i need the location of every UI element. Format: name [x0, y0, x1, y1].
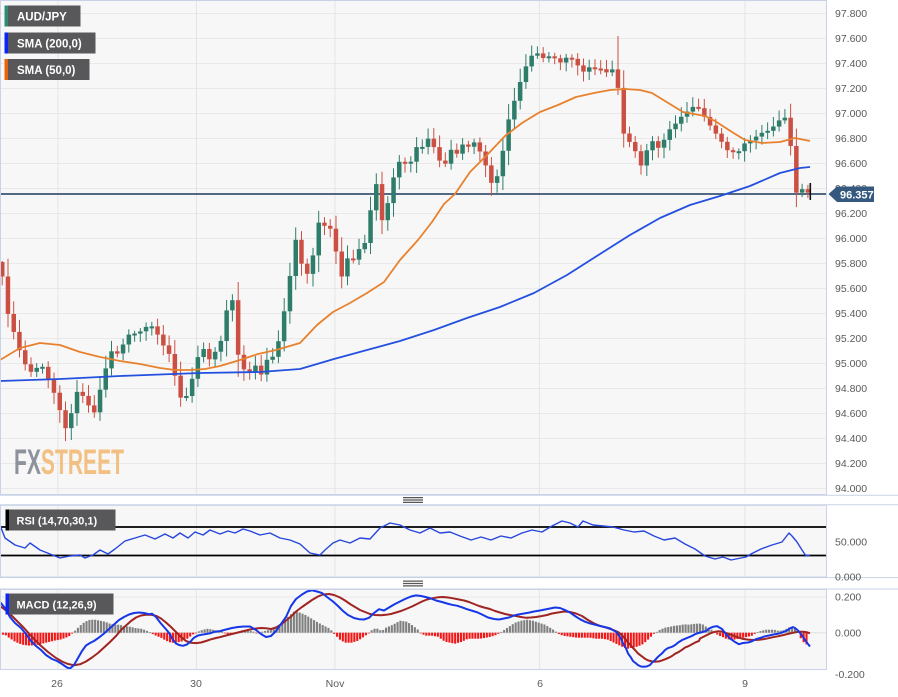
svg-text:0.000: 0.000	[835, 628, 861, 640]
svg-text:RSI (14,70,30,1): RSI (14,70,30,1)	[17, 516, 98, 528]
svg-text:Nov: Nov	[326, 678, 345, 690]
svg-text:0.200: 0.200	[835, 592, 861, 604]
svg-text:97.800: 97.800	[835, 8, 867, 20]
svg-text:96.600: 96.600	[835, 158, 867, 170]
svg-text:94.400: 94.400	[835, 433, 867, 445]
svg-text:FXSTREET: FXSTREET	[14, 443, 124, 482]
svg-text:MACD (12,26,9): MACD (12,26,9)	[17, 600, 97, 612]
svg-text:97.600: 97.600	[835, 33, 867, 45]
svg-text:-0.200: -0.200	[835, 669, 865, 681]
svg-text:95.600: 95.600	[835, 283, 867, 295]
svg-text:96.000: 96.000	[835, 233, 867, 245]
svg-text:97.000: 97.000	[835, 108, 867, 120]
svg-text:97.200: 97.200	[835, 83, 867, 95]
svg-text:95.800: 95.800	[835, 258, 867, 270]
svg-text:50.000: 50.000	[835, 537, 867, 549]
svg-text:95.000: 95.000	[835, 358, 867, 370]
svg-text:26: 26	[51, 678, 63, 690]
svg-text:94.000: 94.000	[835, 483, 867, 495]
svg-text:95.200: 95.200	[835, 333, 867, 345]
svg-text:30: 30	[190, 678, 202, 690]
svg-text:6: 6	[537, 678, 543, 690]
svg-text:96.800: 96.800	[835, 133, 867, 145]
svg-text:96.200: 96.200	[835, 208, 867, 220]
svg-text:95.400: 95.400	[835, 308, 867, 320]
svg-text:94.600: 94.600	[835, 408, 867, 420]
svg-text:SMA (50,0): SMA (50,0)	[17, 65, 76, 77]
svg-text:97.400: 97.400	[835, 58, 867, 70]
svg-text:SMA (200,0): SMA (200,0)	[17, 39, 82, 51]
svg-text:0.000: 0.000	[835, 572, 861, 584]
svg-text:AUD/JPY: AUD/JPY	[17, 12, 67, 24]
svg-text:94.200: 94.200	[835, 458, 867, 470]
svg-text:9: 9	[742, 678, 748, 690]
svg-text:96.357: 96.357	[840, 189, 874, 201]
svg-text:94.800: 94.800	[835, 383, 867, 395]
